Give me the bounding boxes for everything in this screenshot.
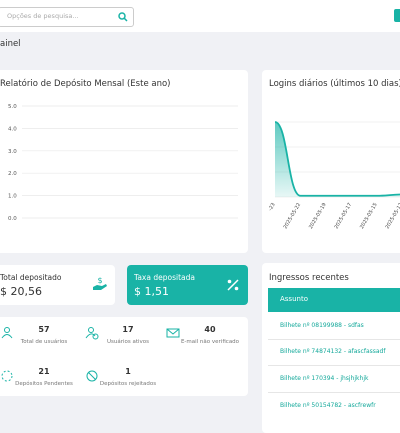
y-tick-label: 3.0 <box>8 149 17 155</box>
y-tick-label: 4.0 <box>8 126 17 132</box>
y-tick-label: 0.0 <box>8 216 17 222</box>
ticket-row[interactable]: Bilhete nº 50154782 - ascfrewfr <box>280 402 376 409</box>
pending-icon <box>1 370 13 382</box>
tickets-title: Ingressos recentes <box>269 273 349 283</box>
logins-chart: -23 2025-05-22 2025-05-19 2025-05-17 2025-05… <box>267 121 400 230</box>
fee-card: Taxa depositada $ 1,51 <box>127 265 248 305</box>
page-title: ainel <box>0 39 21 49</box>
tickets-card: Ingressos recentes Assunto Bilhete nº 08… <box>262 263 400 433</box>
fee-label: Taxa depositada <box>134 273 195 282</box>
stat-label: Total de usuários <box>20 339 68 345</box>
line <box>274 121 400 197</box>
x-tick-label: -23 <box>267 202 276 212</box>
rejected-icon <box>86 370 98 382</box>
fee-value: $ 1,51 <box>134 285 169 298</box>
stat-value: 21 <box>38 367 50 376</box>
stat-value: 40 <box>204 325 216 334</box>
stat-label: E-mail não verificado <box>180 339 240 345</box>
column-header: Assunto <box>280 295 308 303</box>
search-placeholder: Opções de pesquisa... <box>7 12 79 20</box>
users-icon <box>1 327 13 339</box>
y-tick-label: 2.0 <box>8 171 17 177</box>
x-tick-label: 2025-05-15 <box>359 202 379 230</box>
x-tick-label: 2025-05-17 <box>334 202 354 230</box>
row-separator <box>268 392 400 393</box>
stat-value: 57 <box>38 325 50 334</box>
mail-icon <box>166 328 180 338</box>
row-separator <box>268 365 400 366</box>
money-icon: $ <box>93 276 107 290</box>
y-tick-label: 1.0 <box>8 194 17 200</box>
search-box[interactable]: Opções de pesquisa... <box>0 7 134 27</box>
chart-title: Relatório de Depósito Mensal (Este ano) <box>0 79 171 89</box>
ticket-row[interactable]: Bilhete nº 08199988 - sdfas <box>280 322 364 329</box>
x-tick-label: 2025-05-19 <box>308 202 328 230</box>
stats-card: 57 Total de usuários 17 Usuários ativos … <box>0 317 248 396</box>
deposit-chart: 5.0 4.0 3.0 2.0 1.0 0.0 <box>8 104 238 222</box>
stat-value: 17 <box>122 325 134 334</box>
y-tick-label: 5.0 <box>8 104 17 110</box>
area <box>275 122 400 197</box>
header-button[interactable] <box>394 9 400 22</box>
total-label: Total depositado <box>0 273 62 282</box>
search-icon[interactable] <box>118 12 128 22</box>
table-header: Assunto <box>268 288 400 312</box>
svg-text:$: $ <box>97 276 102 285</box>
stat-label: Depósitos Pendentes <box>15 381 73 387</box>
percent-icon <box>227 279 239 291</box>
x-tick-label: 2025-05-12 <box>385 202 400 230</box>
deposit-chart-card: Relatório de Depósito Mensal (Este ano) <box>0 70 248 253</box>
x-tick-label: 2025-05-22 <box>283 202 303 230</box>
ticket-row[interactable]: Bilhete nº 170394 - jhsjhjkhjk <box>280 375 369 382</box>
total-value: $ 20,56 <box>0 285 42 298</box>
ticket-row[interactable]: Bilhete nº 74874132 - afascfassadf <box>280 348 386 355</box>
total-deposit-card: Total depositado $ 20,56 $ <box>0 265 115 305</box>
stat-value: 1 <box>125 367 131 376</box>
stat-label: Usuários ativos <box>106 339 150 345</box>
chart-title: Logins diários (últimos 10 dias) <box>269 79 400 89</box>
row-separator <box>268 339 400 340</box>
active-users-icon <box>85 327 99 340</box>
stat-label: Depósitos rejeitados <box>99 381 157 387</box>
